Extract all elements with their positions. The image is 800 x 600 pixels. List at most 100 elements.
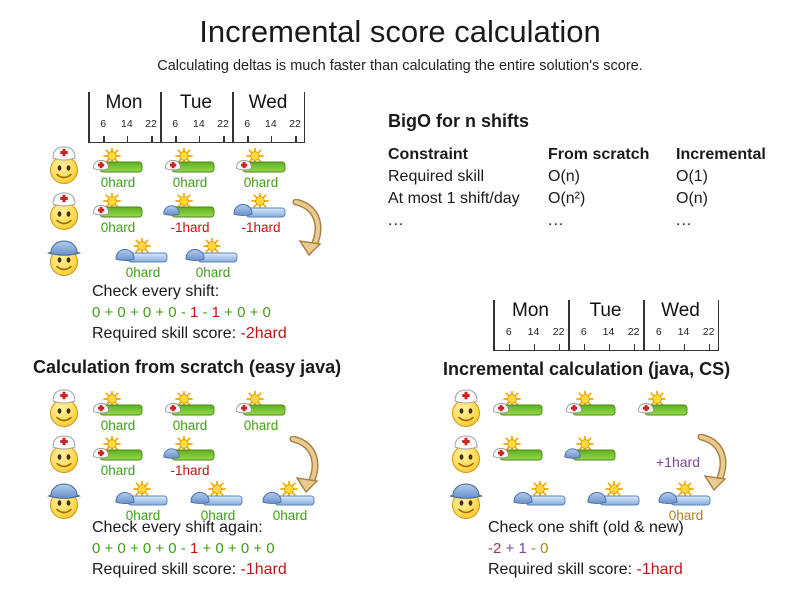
sum-segment: + 0 + 0 + 0 [198,540,275,557]
timeline-tick [683,344,685,351]
timeline-hour-label: 6 [580,326,587,338]
timeline-tick [126,136,129,143]
shift-icon-svg [513,480,566,506]
shift-grid-incremental: 0hard +1hard [440,386,770,524]
sum-segment: - 0 [526,540,549,557]
shift-green-blue: -1hard [162,192,218,237]
check-title: Check one shift (old & new) [488,519,684,536]
check-score: Required skill score: -1hard [488,559,684,580]
timeline-hour-label: 14 [527,326,540,338]
shift-icon-svg [233,192,286,218]
timeline-day-divider [303,92,305,143]
shift-icon-svg [638,390,688,416]
shift-score-label: 0hard [172,418,208,433]
delta-annotation: +1hard [656,454,700,470]
timeline-hour-label: 22 [217,118,229,130]
shift-icon-svg [93,147,143,173]
sum-segment: -2 [488,540,502,557]
page-title: Incremental score calculation [199,14,601,49]
person-icon-svg [50,389,78,427]
timeline-hour-label: 6 [505,326,512,338]
sum-segment: 1 [211,304,221,321]
shift-score-label: 0hard [243,175,279,190]
check-title: Check every shift: [92,283,220,300]
shift-score-label: 0hard [195,265,231,280]
timeline-day-divider [160,92,162,143]
shift-score-label: 0hard [125,508,161,523]
bigo-header-incremental: Incremental [676,146,766,163]
shift-score-label: 0hard [272,508,308,523]
shift-icon-svg [185,237,238,263]
person-icon-svg [50,192,78,230]
shift-green-nurse: 0hard [162,147,218,192]
timeline-tick [583,344,586,351]
person-icon-svg [50,435,78,473]
person-nurse-icon [46,143,82,187]
score-label: Required skill score: [488,561,637,578]
timeline-hour-label: 14 [602,326,615,338]
timeline-day-label: Tue [179,92,213,113]
shift-icon-svg [93,192,143,218]
move-arrow-icon [287,435,323,499]
bigo-cell: ... [388,212,405,229]
shift-icon-svg [262,480,315,506]
move-arrow-icon [695,433,731,497]
shift-blue: 0hard [190,480,246,525]
shift-icon-svg [115,237,168,263]
shift-score-label: 0hard [200,508,236,523]
timeline-tick [658,344,661,351]
shift-icon-svg [163,192,215,218]
shift-green-nurse: 0hard [90,390,146,435]
shift-icon-svg [566,390,616,416]
timeline-day-label: Wed [661,300,700,321]
shift-green-nurse: 0hard [162,390,218,435]
move-arrow-svg [289,435,319,494]
sum-segment: 1 [189,540,199,557]
timeline-day-label: Mon [512,300,549,321]
page-subtitle: Calculating deltas is much faster than c… [157,58,643,74]
timeline-hour-label: 22 [552,326,565,338]
shift-grid-top: 0hard 0hard 0hard 0hard -1hard -1hard 0hard 0ha… [40,143,340,283]
shift-green-nurse: 0hard [90,147,146,192]
timeline-tick [198,136,201,143]
check-sum: 0 + 0 + 0 + 0 - 1 + 0 + 0 + 0 [92,538,287,559]
bigo-cell: Required skill [388,168,485,185]
timeline-tick [270,136,273,143]
score-value: -2hard [240,325,287,342]
shift-blue [513,480,569,525]
person-nurse-icon [46,386,82,430]
bigo-cell: O(n) [548,168,580,185]
shift-score-label: 0hard [125,265,161,280]
timeline-top: Mon 6 14 22 Tue 6 14 22 Wed 6 14 22 [88,92,305,143]
timeline-tick [151,136,153,143]
shift-green-blue [563,435,619,480]
sum-segment: + 1 [501,540,527,557]
person-nurse-icon [46,189,82,233]
timeline-tick [708,344,711,351]
shift-score-label: 0hard [100,175,136,190]
shift-icon-svg [190,480,243,506]
timeline-day-label: Wed [248,92,288,113]
timeline-day-divider [717,300,719,351]
shift-icon-svg [115,480,168,506]
person-icon-svg [452,389,480,427]
shift-score-label: -1hard [170,220,210,235]
bigo-cell: ... [548,212,565,229]
move-arrow-svg [292,198,322,257]
person-nurse-icon [448,386,484,430]
shift-green-nurse: 0hard [90,435,146,480]
timeline-hour-label: 6 [655,326,662,338]
shift-score-label: 0hard [100,463,136,478]
timeline-hour-label: 22 [145,118,157,130]
shift-icon-svg [493,390,543,416]
person-nurse-icon [46,432,82,476]
sum-segment: 1 [189,304,199,321]
shift-green-nurse [490,435,546,480]
shift-icon-svg [93,435,143,461]
person-icon-svg [50,146,78,184]
timeline-hour-label: 14 [193,118,205,130]
shift-score-label: -1hard [241,220,281,235]
sum-segment: 0 + 0 + 0 + 0 - [92,540,190,557]
bigo-cell: At most 1 shift/day [388,190,520,207]
